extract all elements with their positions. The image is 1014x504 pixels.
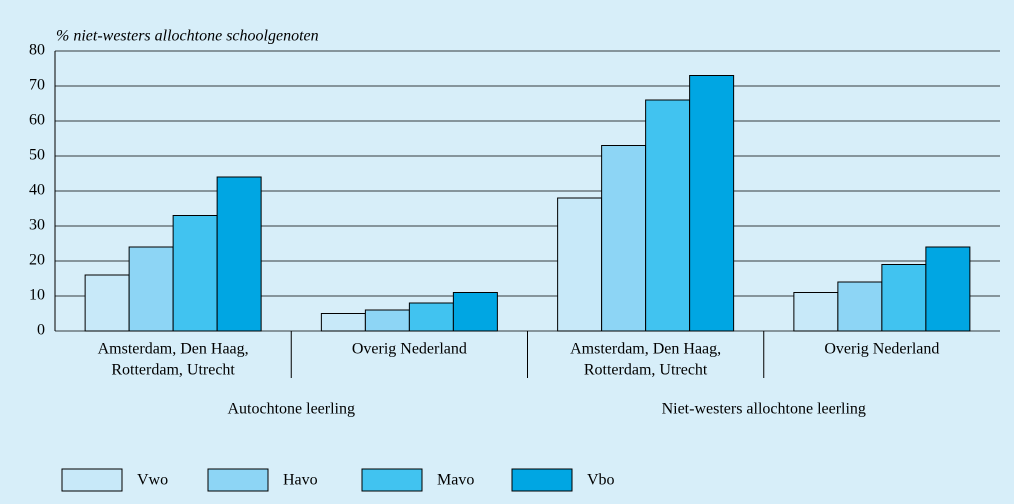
legend-label: Havo xyxy=(283,472,318,489)
bar xyxy=(128,246,174,332)
x-tick-label: Overig Nederland xyxy=(352,341,467,358)
x-tick-label: Rotterdam, Utrecht xyxy=(584,362,708,379)
y-tick-label: 50 xyxy=(29,147,45,164)
bar xyxy=(172,215,218,332)
bar xyxy=(689,75,735,332)
x-tick-label: Amsterdam, Den Haag, xyxy=(570,341,721,358)
bar xyxy=(452,292,498,332)
bar xyxy=(645,99,691,332)
legend-label: Mavo xyxy=(437,472,474,489)
bar xyxy=(601,145,647,332)
bar xyxy=(881,264,927,332)
bar xyxy=(557,197,603,332)
bar xyxy=(793,292,839,332)
x-tick-label: Overig Nederland xyxy=(824,341,939,358)
legend-swatch xyxy=(61,468,123,492)
bar xyxy=(320,313,366,332)
group-label: Niet-westers allochtone leerling xyxy=(662,401,866,418)
y-tick-label: 0 xyxy=(37,322,45,339)
y-axis-label: % niet-westers allochtone schoolgenoten xyxy=(56,28,319,45)
legend-swatch xyxy=(511,468,573,492)
y-tick-label: 40 xyxy=(29,182,45,199)
bar xyxy=(837,281,883,332)
x-tick-label: Rotterdam, Utrecht xyxy=(111,362,235,379)
bar xyxy=(84,274,130,332)
y-tick-label: 10 xyxy=(29,287,45,304)
bar xyxy=(216,176,262,332)
legend-label: Vbo xyxy=(587,472,615,489)
y-tick-label: 80 xyxy=(29,42,45,59)
x-tick-label: Amsterdam, Den Haag, xyxy=(98,341,249,358)
y-tick-label: 20 xyxy=(29,252,45,269)
bar xyxy=(925,246,971,332)
legend-swatch xyxy=(207,468,269,492)
y-tick-label: 70 xyxy=(29,77,45,94)
bar xyxy=(408,302,454,332)
legend-label: Vwo xyxy=(137,472,168,489)
y-tick-label: 60 xyxy=(29,112,45,129)
legend-swatch xyxy=(361,468,423,492)
bar xyxy=(364,309,410,332)
y-tick-label: 30 xyxy=(29,217,45,234)
group-label: Autochtone leerling xyxy=(227,401,355,418)
